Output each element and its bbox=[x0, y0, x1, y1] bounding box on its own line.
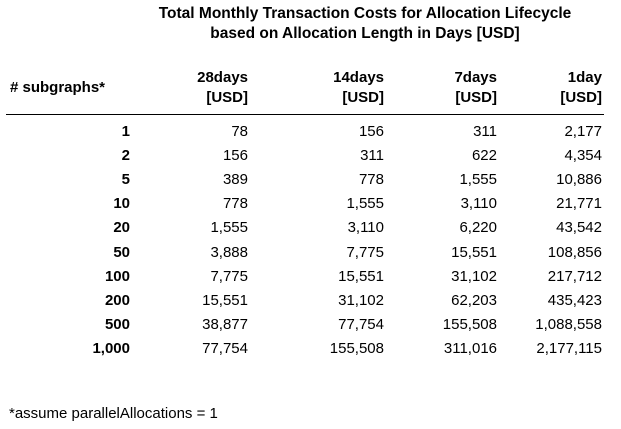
cell-28days: 78 bbox=[231, 122, 248, 140]
row-subgraphs: 500 bbox=[104, 316, 130, 334]
table-row: 20 1,555 3,110 6,220 43,542 bbox=[6, 216, 604, 240]
row-subgraphs: 5 bbox=[121, 170, 130, 188]
cell-28days: 389 bbox=[222, 170, 248, 188]
cell-28days: 38,877 bbox=[202, 316, 248, 334]
table-row: 50 3,888 7,775 15,551 108,856 bbox=[6, 240, 604, 264]
cell-7days: 1,555 bbox=[459, 170, 497, 188]
cell-1day: 217,712 bbox=[547, 267, 602, 285]
column-header-7days: 7days [USD] bbox=[386, 68, 499, 115]
cell-7days: 6,220 bbox=[459, 219, 497, 237]
cell-1day: 4,354 bbox=[564, 146, 602, 164]
cell-14days: 156 bbox=[358, 122, 384, 140]
row-subgraphs: 1 bbox=[121, 122, 130, 140]
title-line-1: Total Monthly Transaction Costs for Allo… bbox=[158, 5, 572, 22]
cell-14days: 77,754 bbox=[338, 316, 384, 334]
column-header-1day: 1day [USD] bbox=[499, 68, 604, 115]
header-row: # subgraphs* 28days [USD] 14days [USD] 7… bbox=[6, 68, 604, 115]
cell-28days: 778 bbox=[222, 195, 248, 213]
cell-1day: 2,177 bbox=[564, 122, 602, 140]
cell-14days: 3,110 bbox=[347, 219, 384, 237]
row-subgraphs: 1,000 bbox=[92, 340, 130, 358]
cell-14days: 31,102 bbox=[338, 291, 384, 309]
cell-7days: 3,110 bbox=[460, 195, 497, 213]
cell-14days: 1,555 bbox=[346, 195, 384, 213]
cell-1day: 435,423 bbox=[547, 291, 602, 309]
table-title: Total Monthly Transaction Costs for Allo… bbox=[120, 4, 610, 44]
cell-7days: 311 bbox=[473, 122, 497, 140]
row-subgraphs: 2 bbox=[121, 146, 130, 164]
cell-28days: 1,555 bbox=[210, 219, 248, 237]
cell-14days: 311 bbox=[360, 146, 384, 164]
column-header-14days: 14days [USD] bbox=[250, 68, 386, 115]
cell-1day: 108,856 bbox=[547, 243, 602, 261]
column-header-line-1: 14days bbox=[333, 69, 384, 86]
title-line-2: based on Allocation Length in Days [USD] bbox=[210, 25, 520, 42]
column-header-line-2: [USD] bbox=[206, 89, 248, 106]
cell-1day: 21,771 bbox=[556, 195, 602, 213]
column-header-line-2: [USD] bbox=[560, 89, 602, 106]
footnote: *assume parallelAllocations = 1 bbox=[9, 405, 218, 422]
cell-7days: 15,551 bbox=[451, 243, 497, 261]
subgraphs-column-header: # subgraphs* bbox=[6, 68, 132, 115]
cell-1day: 1,088,558 bbox=[535, 316, 602, 334]
cell-14days: 15,551 bbox=[338, 267, 384, 285]
table-row: 500 38,877 77,754 155,508 1,088,558 bbox=[6, 313, 604, 337]
cell-7days: 62,203 bbox=[451, 291, 497, 309]
transaction-costs-table: # subgraphs* 28days [USD] 14days [USD] 7… bbox=[6, 68, 604, 361]
table-row: 100 7,775 15,551 31,102 217,712 bbox=[6, 264, 604, 288]
column-header-line-1: 1day bbox=[567, 69, 602, 86]
table-row: 1 78 156 311 2,177 bbox=[6, 115, 604, 144]
cell-1day: 10,886 bbox=[556, 170, 602, 188]
column-header-line-2: [USD] bbox=[455, 89, 497, 106]
cell-7days: 155,508 bbox=[442, 316, 497, 334]
table-row: 10 778 1,555 3,110 21,771 bbox=[6, 192, 604, 216]
row-subgraphs: 100 bbox=[104, 267, 130, 285]
table-row: 2 156 311 622 4,354 bbox=[6, 143, 604, 167]
cell-28days: 3,888 bbox=[210, 243, 248, 261]
column-header-line-1: 28days bbox=[197, 69, 248, 86]
row-subgraphs: 10 bbox=[113, 195, 130, 213]
cell-7days: 311,016 bbox=[443, 340, 497, 358]
column-header-28days: 28days [USD] bbox=[132, 68, 250, 115]
table-row: 1,000 77,754 155,508 311,016 2,177,115 bbox=[6, 337, 604, 361]
column-header-line-1: 7days bbox=[454, 69, 497, 86]
cell-14days: 155,508 bbox=[329, 340, 384, 358]
table-row: 200 15,551 31,102 62,203 435,423 bbox=[6, 288, 604, 312]
cell-28days: 77,754 bbox=[202, 340, 248, 358]
row-subgraphs: 200 bbox=[104, 291, 130, 309]
row-subgraphs: 50 bbox=[113, 243, 130, 261]
row-subgraphs: 20 bbox=[113, 219, 130, 237]
table-row: 5 389 778 1,555 10,886 bbox=[6, 167, 604, 191]
cell-14days: 778 bbox=[358, 170, 384, 188]
cell-7days: 622 bbox=[471, 146, 497, 164]
cell-28days: 15,551 bbox=[202, 291, 248, 309]
cell-7days: 31,102 bbox=[451, 267, 497, 285]
cell-14days: 7,775 bbox=[346, 243, 384, 261]
cell-1day: 2,177,115 bbox=[536, 340, 602, 358]
cell-1day: 43,542 bbox=[556, 219, 602, 237]
cell-28days: 7,775 bbox=[210, 267, 248, 285]
cell-28days: 156 bbox=[222, 146, 248, 164]
column-header-line-2: [USD] bbox=[342, 89, 384, 106]
